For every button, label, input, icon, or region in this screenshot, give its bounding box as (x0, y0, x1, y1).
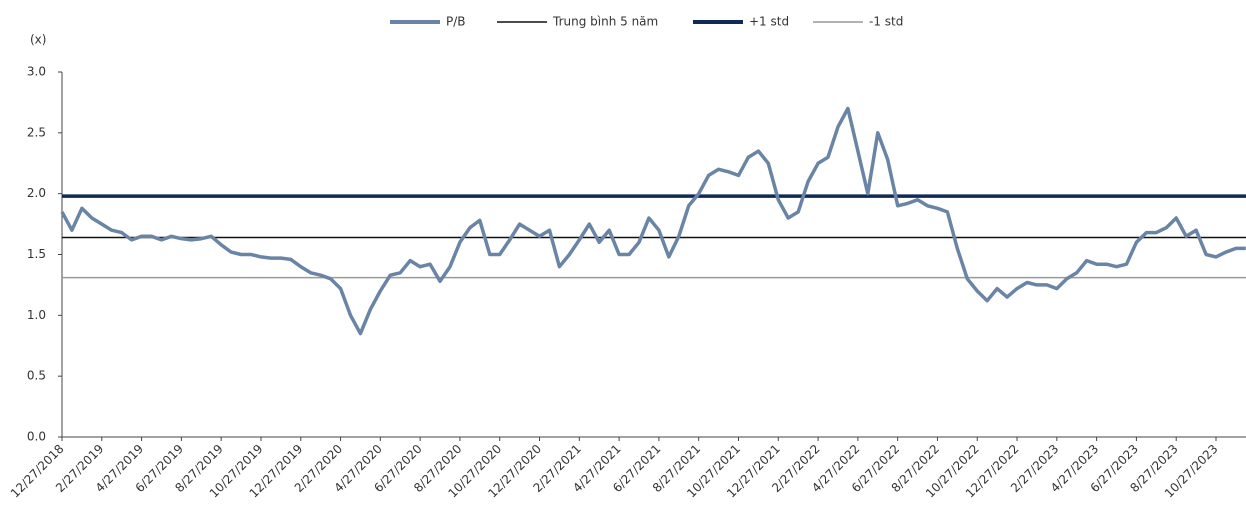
legend-label: P/B (446, 15, 466, 29)
y-tick-label: 0.5 (27, 369, 46, 383)
y-tick-label: 1.5 (27, 247, 46, 261)
legend-label: -1 std (869, 15, 903, 29)
legend-label: Trung bình 5 năm (552, 15, 658, 29)
y-tick-label: 0.0 (27, 430, 46, 444)
legend-label: +1 std (749, 15, 789, 29)
y-tick-label: 1.0 (27, 308, 46, 322)
y-tick-label: 2.5 (27, 125, 46, 139)
y-axis-label: (x) (30, 33, 46, 47)
pb-line (60, 106, 1246, 336)
y-tick-label: 2.0 (27, 186, 46, 200)
y-tick-label: 3.0 (27, 65, 46, 79)
x-tick-label: 12/27/2018 (8, 442, 67, 501)
